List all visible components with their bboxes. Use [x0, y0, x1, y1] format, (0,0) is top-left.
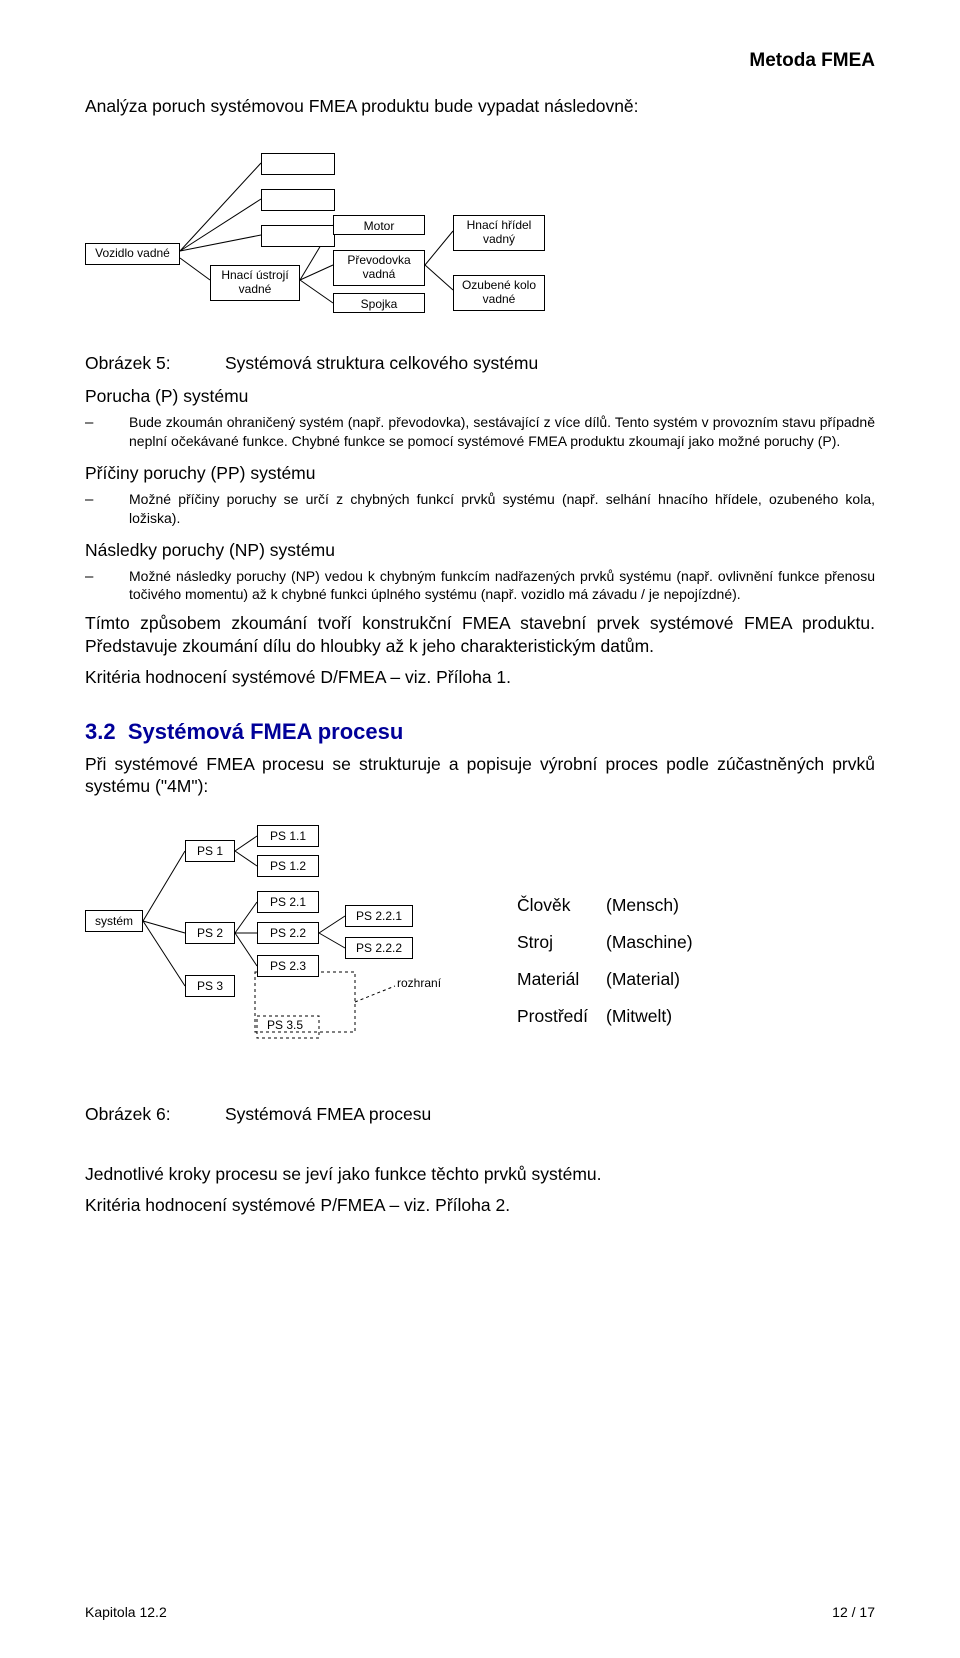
- bullet-priciny: Možné příčiny poruchy se určí z chybných…: [85, 490, 875, 528]
- node-empty-2: [261, 189, 335, 211]
- node-hridel: Hnací hřídel vadný: [453, 215, 545, 251]
- label-rozhrani: rozhraní: [397, 976, 441, 990]
- heading-nasledky: Následky poruchy (NP) systému: [85, 540, 875, 561]
- paragraph-4m-intro: Při systémové FMEA procesu se strukturuj…: [85, 753, 875, 799]
- node-ps1: PS 1: [185, 840, 235, 862]
- footer-right: 12 / 17: [832, 1604, 875, 1620]
- node-ps23: PS 2.3: [257, 955, 319, 977]
- node-ps3: PS 3: [185, 975, 235, 997]
- heading-porucha: Porucha (P) systému: [85, 386, 875, 407]
- cell-4m-cz-3: Prostředí: [517, 999, 604, 1034]
- figure-2-caption-label: Obrázek 6:: [85, 1104, 225, 1125]
- page-header-title: Metoda FMEA: [85, 50, 875, 72]
- node-ps22: PS 2.2: [257, 922, 319, 944]
- bullet-porucha: Bude zkoumán ohraničený systém (např. př…: [85, 413, 875, 451]
- cell-4m-de-3: (Mitwelt): [606, 999, 709, 1034]
- table-4m: Člověk(Mensch) Stroj(Maschine) Materiál(…: [515, 886, 711, 1036]
- node-prevodovka: Převodovka vadná: [333, 250, 425, 286]
- node-ps11: PS 1.1: [257, 825, 319, 847]
- cell-4m-cz-1: Stroj: [517, 925, 604, 960]
- table-row: Stroj(Maschine): [517, 925, 709, 960]
- figure-1: Vozidlo vadné Hnací ústrojí vadné Motor …: [85, 135, 875, 335]
- node-ustroji: Hnací ústrojí vadné: [210, 265, 300, 301]
- figure-1-caption-text: Systémová struktura celkového systému: [225, 353, 538, 374]
- node-vozidlo: Vozidlo vadné: [85, 243, 180, 265]
- figure-1-caption-label: Obrázek 5:: [85, 353, 225, 374]
- table-row: Prostředí(Mitwelt): [517, 999, 709, 1034]
- node-ps35: PS 3.5: [267, 1018, 303, 1032]
- intro-paragraph: Analýza poruch systémovou FMEA produktu …: [85, 96, 875, 117]
- node-system: systém: [85, 910, 143, 932]
- node-ps21: PS 2.1: [257, 891, 319, 913]
- node-ps222: PS 2.2.2: [345, 937, 413, 959]
- cell-4m-de-0: (Mensch): [606, 888, 709, 923]
- node-kolo: Ozubené kolo vadné: [453, 275, 545, 311]
- node-motor: Motor: [333, 215, 425, 235]
- heading-3-2-title: Systémová FMEA procesu: [128, 719, 404, 744]
- cell-4m-cz-2: Materiál: [517, 962, 604, 997]
- node-empty-1: [261, 153, 335, 175]
- heading-priciny: Příčiny poruchy (PP) systému: [85, 463, 875, 484]
- node-empty-3: [261, 225, 335, 247]
- paragraph-criteria-p: Kritéria hodnocení systémové P/FMEA – vi…: [85, 1194, 875, 1217]
- node-ps221: PS 2.2.1: [345, 905, 413, 927]
- heading-3-2-num: 3.2: [85, 719, 116, 744]
- heading-3-2: 3.2 Systémová FMEA procesu: [85, 719, 875, 745]
- node-ps2: PS 2: [185, 922, 235, 944]
- node-spojka: Spojka: [333, 293, 425, 313]
- cell-4m-cz-0: Člověk: [517, 888, 604, 923]
- footer-left: Kapitola 12.2: [85, 1604, 167, 1620]
- bullet-nasledky: Možné následky poruchy (NP) vedou k chyb…: [85, 567, 875, 605]
- cell-4m-de-2: (Material): [606, 962, 709, 997]
- table-row: Materiál(Material): [517, 962, 709, 997]
- cell-4m-de-1: (Maschine): [606, 925, 709, 960]
- table-row: Člověk(Mensch): [517, 888, 709, 923]
- figure-2-caption-text: Systémová FMEA procesu: [225, 1104, 431, 1125]
- figure-2: systém PS 1 PS 2 PS 3 PS 1.1 PS 1.2 PS 2…: [85, 816, 875, 1056]
- paragraph-summary: Tímto způsobem zkoumání tvoří konstrukčn…: [85, 612, 875, 658]
- paragraph-steps: Jednotlivé kroky procesu se jeví jako fu…: [85, 1163, 875, 1186]
- paragraph-criteria-d: Kritéria hodnocení systémové D/FMEA – vi…: [85, 666, 875, 689]
- node-ps12: PS 1.2: [257, 855, 319, 877]
